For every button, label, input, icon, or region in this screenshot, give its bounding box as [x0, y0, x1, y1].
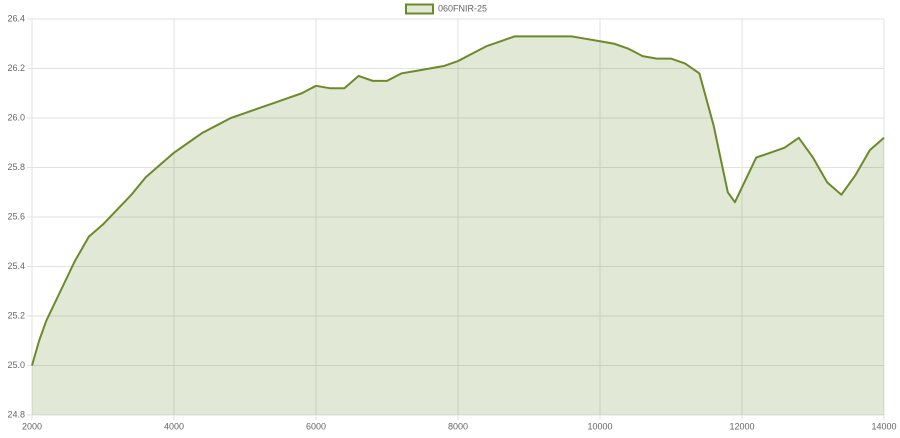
y-tick-label: 25.6 [7, 211, 25, 221]
x-tick-label: 4000 [164, 421, 184, 431]
x-tick-label: 14000 [871, 421, 896, 431]
line [31, 35, 885, 366]
area-fill [32, 36, 884, 415]
x-tick-label: 8000 [448, 421, 468, 431]
x-tick-label: 6000 [306, 421, 326, 431]
x-tick-label: 2000 [22, 421, 42, 431]
y-tick-label: 25.4 [7, 261, 25, 271]
y-tick-label: 25.0 [7, 360, 25, 370]
legend-label: 060FNIR-25 [438, 3, 487, 13]
y-tick-label: 26.0 [7, 112, 25, 122]
legend-swatch [405, 3, 434, 15]
y-tick-label: 25.8 [7, 162, 25, 172]
y-tick-label: 25.2 [7, 310, 25, 320]
y-tick-label: 24.8 [7, 409, 25, 419]
x-tick-label: 12000 [729, 421, 754, 431]
y-tick-label: 26.2 [7, 63, 25, 73]
y-tick-label: 26.4 [7, 13, 25, 23]
x-tick-label: 10000 [587, 421, 612, 431]
